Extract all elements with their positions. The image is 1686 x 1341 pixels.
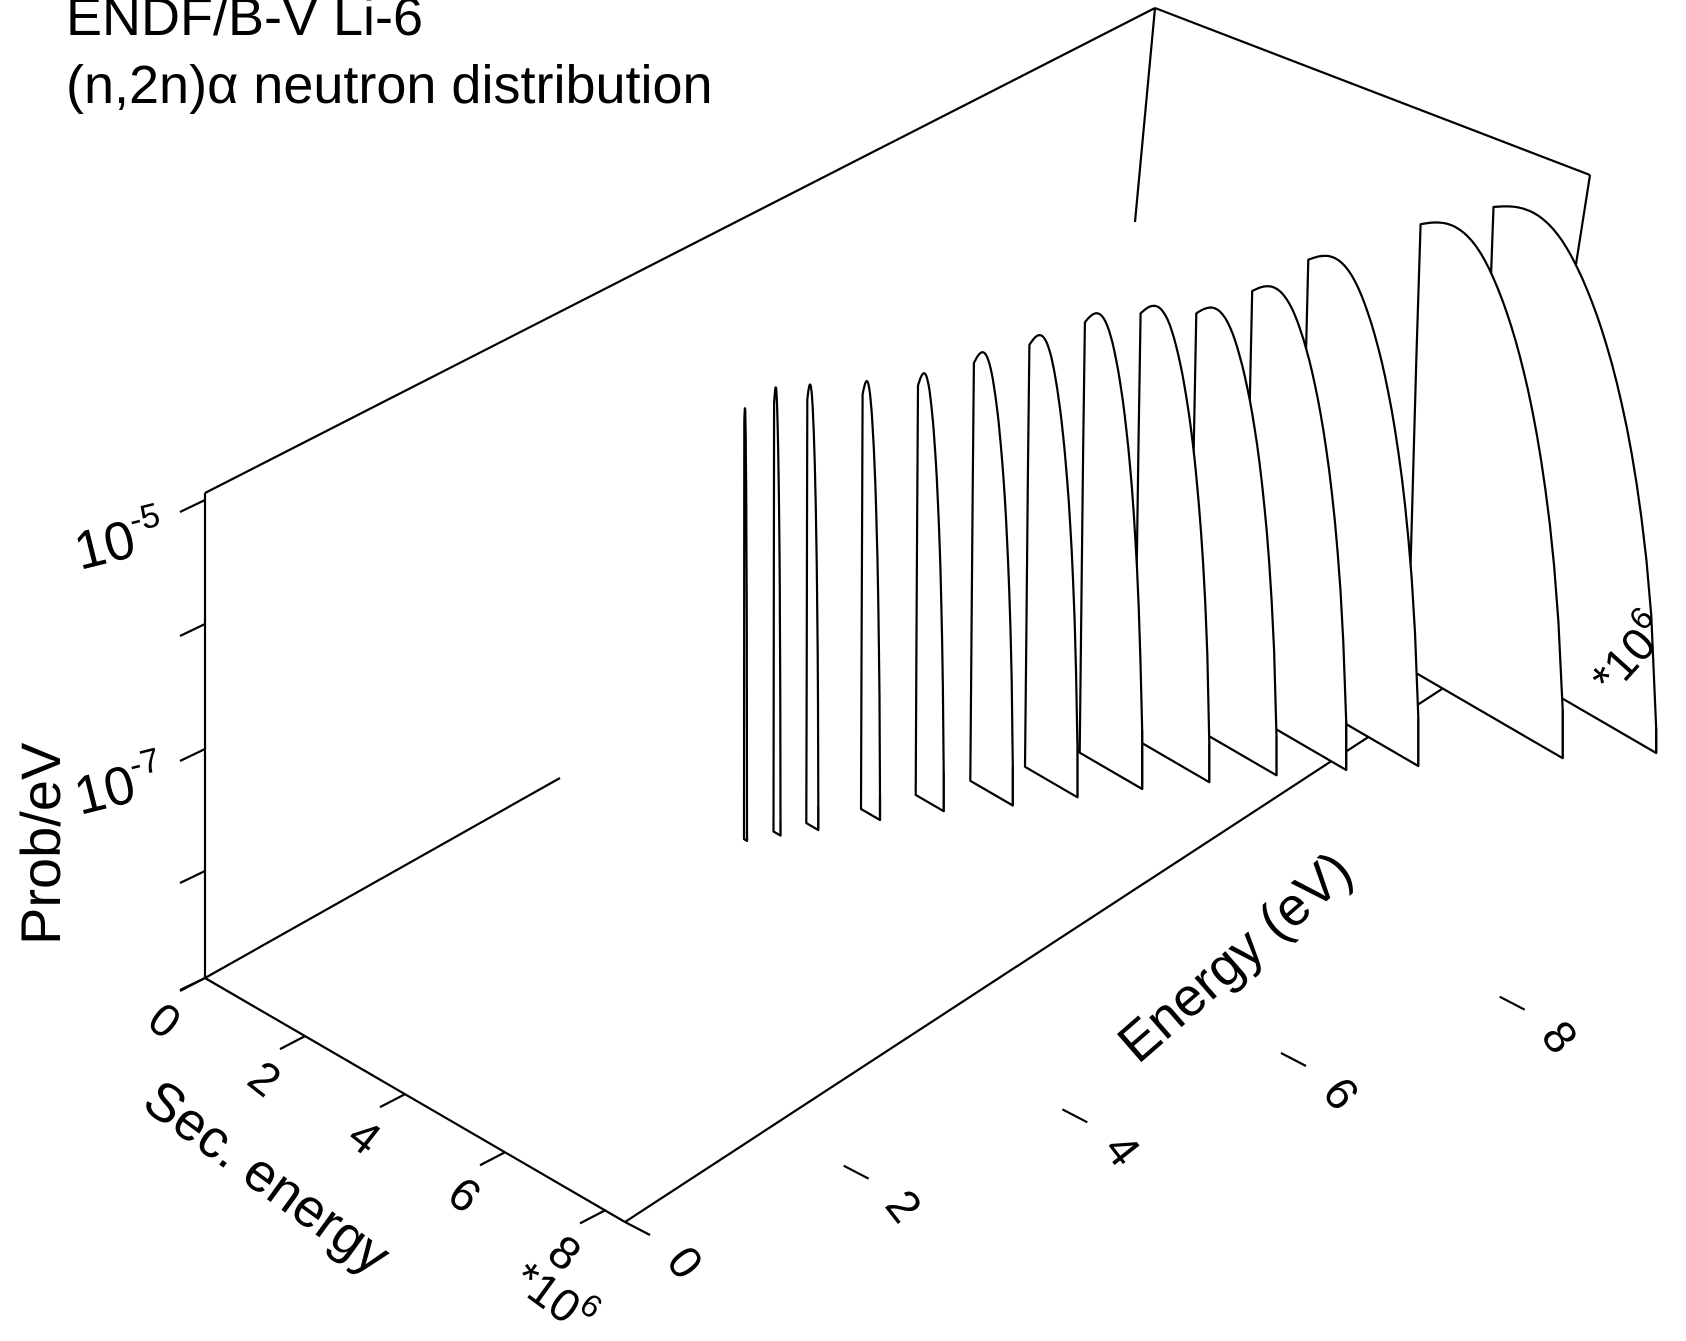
sec-energy-tick xyxy=(180,978,205,991)
prob-axis-title: Prob/eV xyxy=(9,742,72,945)
back-wall-vertical-edge xyxy=(1135,8,1155,222)
sec-energy-tick xyxy=(280,1036,305,1049)
sec-energy-axis-title: Sec. energy xyxy=(133,1068,401,1286)
sec-energy-tick-label: 0 xyxy=(139,992,191,1049)
prob-axis-tick xyxy=(180,624,205,636)
energy-tick xyxy=(1281,1053,1306,1066)
energy-tick xyxy=(1500,997,1525,1010)
energy-tick-label: 6 xyxy=(1313,1067,1370,1119)
prob-axis-tick xyxy=(180,749,205,761)
chart-title-line: ENDF/B-V Li-6 xyxy=(66,0,423,47)
sec-energy-tick-label: 6 xyxy=(439,1166,491,1223)
back-floor-edge xyxy=(205,778,560,978)
sec-energy-tick xyxy=(480,1152,505,1165)
energy-axis-title: Energy (eV) xyxy=(1107,840,1364,1074)
distribution-curve xyxy=(1025,335,1078,797)
side-wall-top-edge xyxy=(1155,8,1590,175)
energy-tick-label: 2 xyxy=(876,1180,933,1232)
sec-energy-tick xyxy=(580,1210,605,1223)
energy-tick-label: 0 xyxy=(657,1236,714,1288)
sec-energy-tick-label: 2 xyxy=(239,1050,291,1107)
distribution-curves xyxy=(744,206,1656,841)
energy-tick-label: 8 xyxy=(1532,1011,1589,1063)
prob-axis-tick xyxy=(180,871,205,883)
energy-tick xyxy=(625,1222,650,1235)
energy-tick xyxy=(844,1166,869,1179)
prob-axis-tick xyxy=(180,500,205,512)
energy-tick-label: 4 xyxy=(1094,1123,1151,1175)
sec-energy-tick-label: 4 xyxy=(339,1108,391,1165)
distribution-curve xyxy=(970,352,1013,805)
distribution-curve xyxy=(861,381,880,820)
distribution-curve xyxy=(744,408,747,841)
prob-tick-label: 10-5 xyxy=(67,496,171,582)
chart-titles: ENDF/B-V Li-6 (n,2n)α neutron distributio… xyxy=(66,0,713,115)
sec-energy-tick xyxy=(380,1094,405,1107)
distribution-curve xyxy=(774,387,781,835)
distribution-curve xyxy=(916,373,944,811)
prob-tick-label: 10-7 xyxy=(67,741,171,827)
chart-title-line: (n,2n)α neutron distribution xyxy=(66,55,713,115)
distribution-curve xyxy=(806,385,818,831)
distribution-curve xyxy=(1080,313,1143,789)
energy-tick xyxy=(1062,1109,1087,1122)
